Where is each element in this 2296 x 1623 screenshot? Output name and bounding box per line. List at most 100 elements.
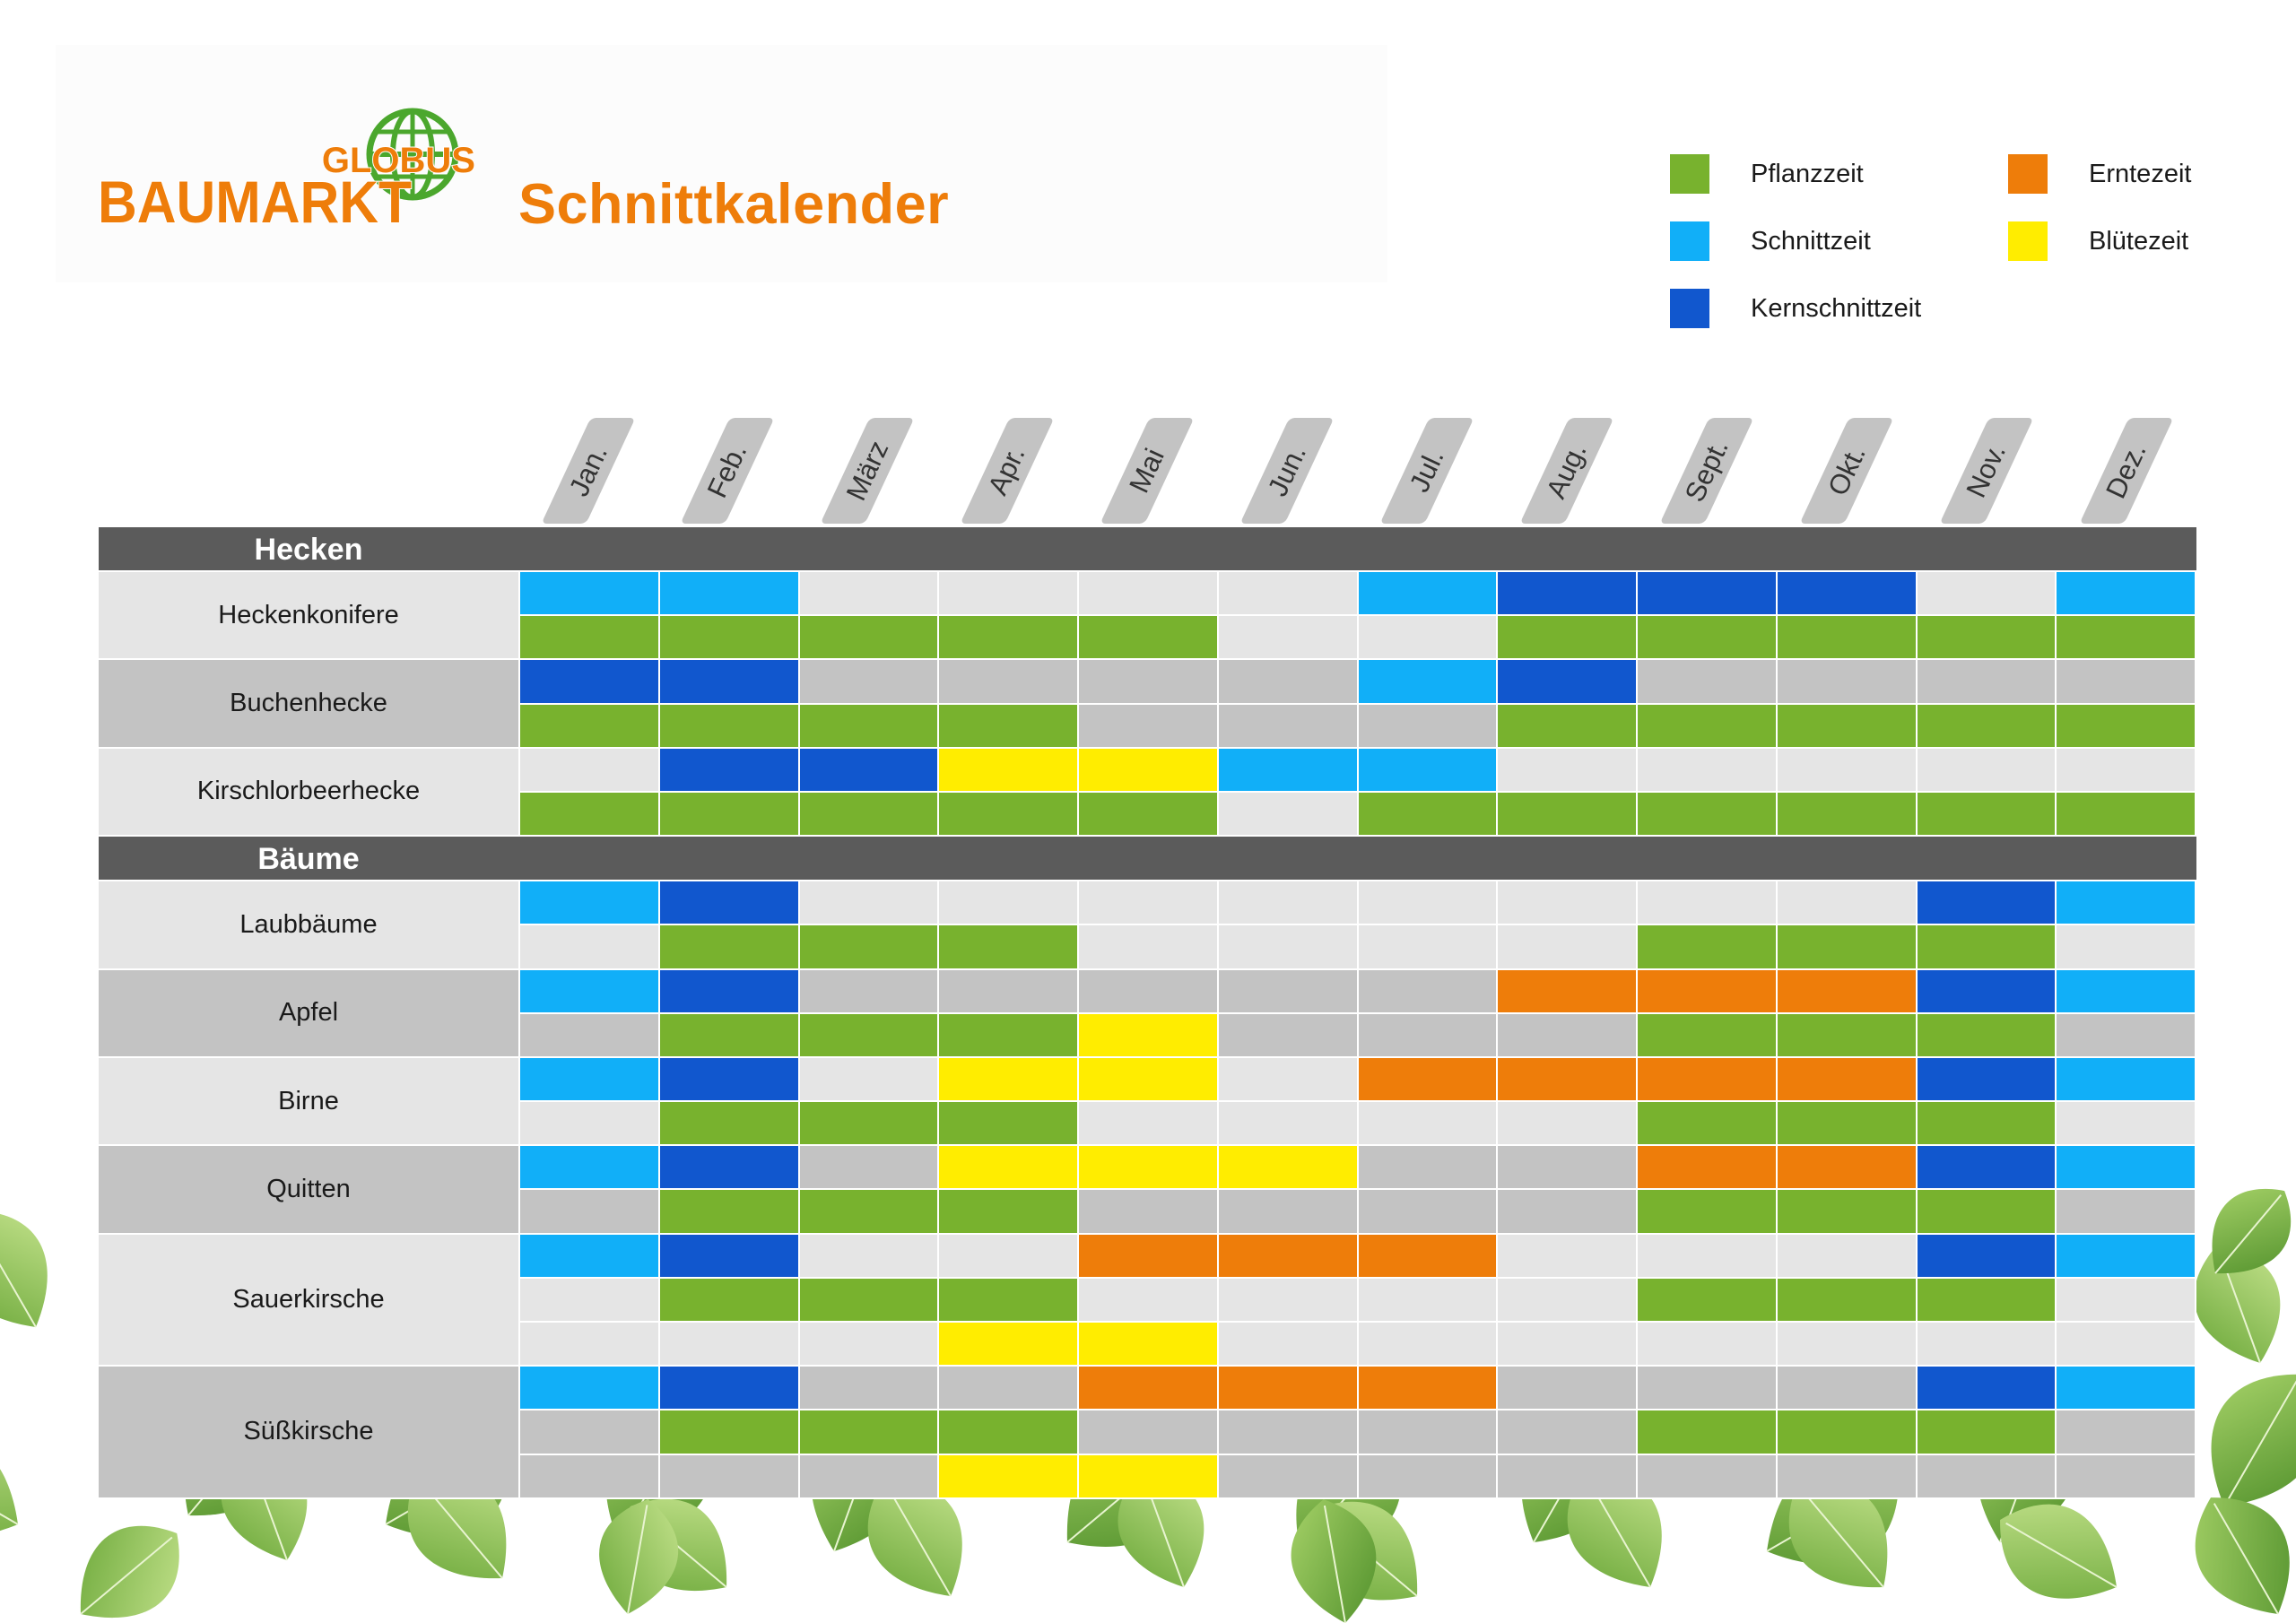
plant-group: Sauerkirsche	[99, 1234, 2196, 1367]
month-tab-shape: Jul.	[1379, 418, 1474, 524]
page-title: Schnittkalender	[518, 173, 950, 236]
section-header: Hecken	[99, 527, 2196, 572]
leaf-vein	[0, 1216, 37, 1328]
calendar-cell	[1777, 704, 1918, 749]
calendar-cell	[1358, 792, 1499, 838]
calendar-cell	[939, 1323, 1079, 1367]
calendar-cell	[1917, 1367, 2057, 1411]
calendar-cell	[1358, 1367, 1499, 1411]
calendar-cell	[2057, 1146, 2196, 1191]
calendar-cell	[1498, 704, 1638, 749]
plant-rows	[518, 748, 2196, 838]
plant-rows	[518, 1057, 2196, 1147]
calendar-cell	[939, 660, 1079, 705]
calendar-cell	[518, 572, 660, 617]
calendar-cell	[939, 1190, 1079, 1235]
calendar-cell	[1218, 881, 1359, 926]
month-label: Nov.	[1960, 438, 2013, 503]
legend-item-blütezeit: Blütezeit	[2008, 221, 2188, 261]
calendar-cell	[1638, 1146, 1778, 1191]
calendar-cell	[1917, 1146, 2057, 1191]
legend-swatch	[1670, 154, 1709, 194]
calendar-cell	[1079, 704, 1219, 749]
calendar-cell	[1498, 1410, 1638, 1455]
calendar-cell	[659, 1278, 800, 1323]
calendar-cell	[659, 1367, 800, 1411]
calendar-cell	[1638, 969, 1778, 1014]
calendar-cell	[659, 1190, 800, 1235]
calendar-cell	[1777, 1454, 1918, 1499]
calendar-cell	[799, 1454, 940, 1499]
calendar-cell	[1218, 925, 1359, 970]
calendar-cell	[2057, 572, 2196, 617]
calendar-cell	[518, 925, 660, 970]
calendar-cell	[1777, 1234, 1918, 1279]
calendar-row	[518, 1454, 2196, 1499]
calendar-cell	[799, 792, 940, 838]
leaf-icon	[2211, 1374, 2296, 1506]
calendar-cell	[1358, 660, 1499, 705]
calendar-cell	[1777, 1410, 1918, 1455]
calendar-cell	[939, 925, 1079, 970]
leaf-vein	[2213, 1503, 2279, 1615]
calendar-cell	[518, 1146, 660, 1191]
calendar-cell	[1218, 1454, 1359, 1499]
calendar-row	[518, 1057, 2196, 1103]
calendar-cell	[1218, 1410, 1359, 1455]
calendar-cell	[1218, 616, 1359, 661]
month-label: Okt.	[1821, 440, 1872, 500]
calendar-cell	[1638, 1410, 1778, 1455]
legend-label: Kernschnittzeit	[1751, 293, 1922, 323]
calendar-cell	[1358, 1410, 1499, 1455]
leaf-vein	[627, 1505, 648, 1615]
calendar-cell	[2057, 792, 2196, 838]
calendar-cell	[1638, 1454, 1778, 1499]
leaf-icon	[0, 1211, 48, 1327]
calendar-cell	[659, 1410, 800, 1455]
calendar-row	[518, 881, 2196, 926]
calendar-cell	[1498, 616, 1638, 661]
calendar-cell	[1917, 1013, 2057, 1058]
leaf-vein	[2223, 1380, 2296, 1507]
calendar-cell	[799, 1146, 940, 1191]
calendar-cell	[1638, 1102, 1778, 1147]
calendar-cell	[799, 969, 940, 1014]
calendar-cell	[1358, 1454, 1499, 1499]
plant-group: Laubbäume	[99, 881, 2196, 970]
plant-name: Sauerkirsche	[99, 1234, 518, 1367]
calendar-row	[518, 1146, 2196, 1191]
calendar-cell	[1079, 1278, 1219, 1323]
calendar-cell	[1917, 1278, 2057, 1323]
calendar-cell	[1358, 1234, 1499, 1279]
calendar-cell	[1218, 704, 1359, 749]
calendar-row	[518, 1323, 2196, 1367]
calendar-cell	[1498, 881, 1638, 926]
calendar-cell	[799, 748, 940, 793]
calendar-cell	[939, 616, 1079, 661]
plant-rows	[518, 1234, 2196, 1367]
calendar-cell	[1079, 1102, 1219, 1147]
calendar-cell	[1358, 969, 1499, 1014]
month-tab-shape: Dez.	[2079, 418, 2174, 524]
leaf-vein	[80, 1536, 173, 1615]
calendar-cell	[2057, 1102, 2196, 1147]
calendar-cell	[939, 1278, 1079, 1323]
calendar-cell	[1777, 925, 1918, 970]
plant-rows	[518, 969, 2196, 1058]
calendar-row	[518, 572, 2196, 617]
calendar-cell	[1218, 969, 1359, 1014]
calendar-row	[518, 704, 2196, 749]
calendar-cell	[1777, 881, 1918, 926]
calendar-cell	[939, 704, 1079, 749]
calendar-cell	[1917, 969, 2057, 1014]
legend-item-erntezeit: Erntezeit	[2008, 154, 2191, 194]
calendar-cell	[1079, 1057, 1219, 1103]
legend-item-schnittzeit: Schnittzeit	[1670, 221, 1871, 261]
calendar-cell	[2057, 925, 2196, 970]
globus-baumarkt-logo: GLOBUS BAUMARKT	[97, 108, 476, 233]
calendar-cell	[799, 1278, 940, 1323]
month-label: Jul.	[1403, 444, 1450, 498]
calendar-cell	[659, 1454, 800, 1499]
calendar-cell	[1498, 1190, 1638, 1235]
calendar-cell	[1498, 660, 1638, 705]
